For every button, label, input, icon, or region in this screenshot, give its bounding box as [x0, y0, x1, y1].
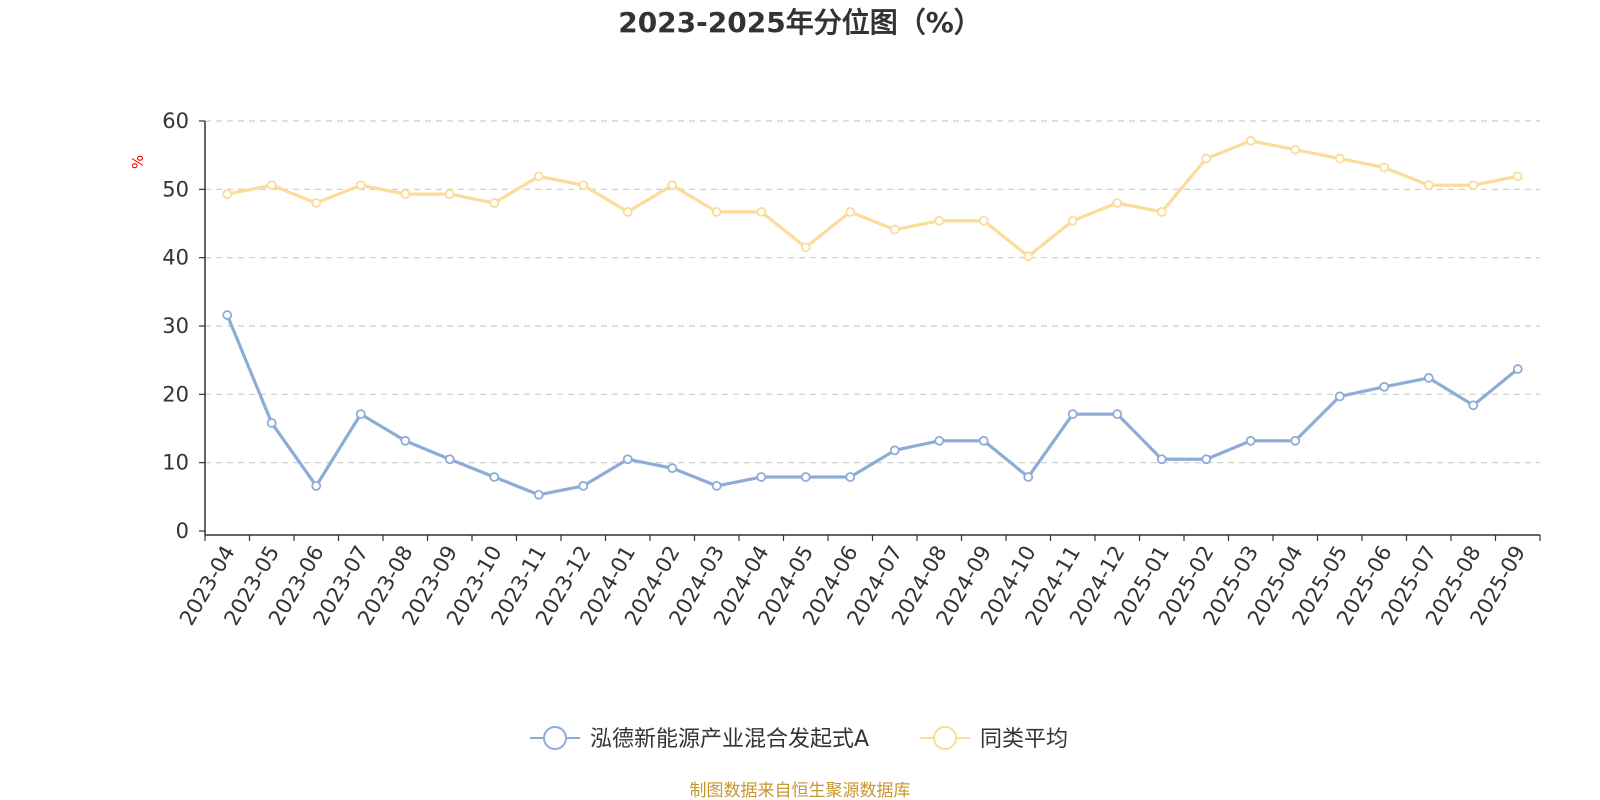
data-point [444, 454, 455, 465]
data-point [1245, 135, 1256, 146]
data-point [1423, 373, 1434, 383]
y-tick-label: 10 [162, 451, 189, 475]
data-point [889, 224, 900, 235]
series-line [226, 139, 1519, 258]
data-point [1512, 171, 1523, 182]
data-point [400, 189, 411, 200]
series-1 [222, 135, 1523, 262]
data-point [1468, 180, 1479, 191]
data-point [355, 409, 366, 420]
data-point [1379, 381, 1390, 392]
series-line [225, 314, 1519, 497]
y-tick-label: 30 [162, 314, 189, 338]
data-point [1334, 391, 1345, 402]
data-point [311, 198, 322, 208]
legend-label: 泓德新能源产业混合发起式A [590, 727, 869, 752]
legend-item-0: 泓德新能源产业混合发起式A [530, 726, 869, 752]
data-point [845, 206, 856, 217]
data-point [489, 472, 500, 482]
data-point [1512, 364, 1523, 374]
data-point [1334, 153, 1345, 164]
data-point [622, 454, 633, 465]
y-tick-label: 0 [176, 519, 189, 543]
data-point [533, 489, 544, 500]
data-point [266, 418, 277, 428]
data-point [1112, 198, 1123, 208]
data-point [533, 171, 544, 182]
data-point [667, 180, 678, 191]
data-point [1290, 144, 1301, 155]
data-point [800, 472, 811, 482]
data-point [578, 480, 589, 491]
data-point [1023, 251, 1034, 262]
y-tick-label: 20 [162, 382, 189, 406]
data-point [222, 189, 233, 200]
data-point [1156, 206, 1167, 217]
data-point [800, 242, 811, 253]
data-point [978, 215, 989, 226]
y-tick-label: 40 [162, 246, 189, 270]
data-point [756, 206, 767, 217]
y-tick-label: 50 [162, 177, 189, 201]
legend-marker [543, 726, 567, 750]
y-tick-label: 60 [162, 109, 189, 133]
data-point [1379, 162, 1390, 173]
data-point [311, 480, 322, 491]
y-axis-unit-label: % [129, 155, 147, 169]
data-point [934, 435, 945, 446]
chart-title: 2023-2025年分位图（%） [618, 6, 982, 39]
data-point [1067, 409, 1078, 420]
data-point [1423, 180, 1434, 191]
data-point [667, 463, 678, 474]
data-point [266, 180, 277, 191]
grid-lines [205, 120, 1540, 464]
legend-item-1: 同类平均 [920, 726, 1068, 752]
data-point [578, 180, 589, 191]
series-0 [222, 310, 1523, 500]
data-point [1067, 215, 1078, 226]
data-point [934, 215, 945, 226]
data-point [355, 180, 366, 191]
data-point [489, 198, 500, 208]
data-point [1112, 409, 1123, 420]
data-point [400, 435, 411, 446]
data-point [889, 445, 900, 456]
series-layer [222, 135, 1523, 500]
source-note: 制图数据来自恒生聚源数据库 [690, 781, 911, 800]
data-point [444, 189, 455, 200]
legend-label: 同类平均 [980, 727, 1068, 752]
data-point [1201, 153, 1212, 164]
data-point [845, 472, 856, 482]
data-point [711, 480, 722, 491]
legend: 泓德新能源产业混合发起式A 同类平均 [530, 726, 1068, 752]
data-point [222, 310, 233, 320]
data-point [1290, 435, 1301, 446]
data-point [978, 435, 989, 446]
data-point [1156, 454, 1167, 465]
data-point [1201, 454, 1212, 465]
data-point [622, 206, 633, 217]
data-point [1023, 472, 1034, 482]
legend-marker [933, 726, 957, 750]
data-point [1468, 400, 1479, 411]
data-point [711, 206, 722, 217]
data-point [1245, 435, 1256, 446]
data-point [756, 472, 767, 482]
